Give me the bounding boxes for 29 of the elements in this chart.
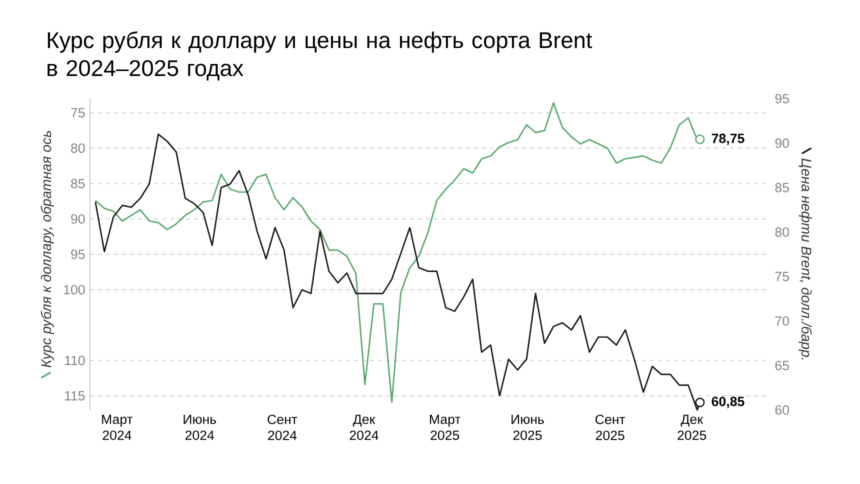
y2-tick-label: 80	[775, 227, 790, 237]
y2-tick-label: 95	[775, 94, 789, 104]
y-tick-label: 90	[71, 214, 85, 224]
chart-title: Курс рубля к доллару и цены на нефть сорта Brent в 2024–2025 годах	[48, 31, 592, 81]
x-tick-label: Сент 2025	[596, 414, 626, 440]
y-axis-title: Курс рубля к доллару, обратная ось	[40, 131, 54, 368]
x-tick-label: Дек 2025	[678, 414, 706, 440]
y-tick-label: 100	[64, 284, 85, 294]
y-tick-label: 85	[71, 178, 85, 188]
y-tick-label: 80	[71, 143, 85, 153]
x-tick-label: Март 2025	[430, 414, 461, 440]
y2-tick-label: 65	[775, 360, 789, 370]
y-tick-label: 115	[65, 391, 85, 400]
y-tick-label: 95	[71, 250, 85, 260]
y2-tick-label: 60	[775, 405, 790, 415]
y2-tick-label: 90	[775, 138, 790, 148]
x-tick-label: Дек 2024	[350, 414, 378, 440]
y2-tick-label: 70	[775, 316, 790, 326]
data-label: 78,75	[712, 134, 744, 146]
y-tick-label: 110	[65, 356, 85, 366]
y2-axis-title: Цена нефти Brent, долл./барр.	[798, 158, 812, 360]
y2-tick-label: 85	[775, 182, 789, 192]
data-label: 60,85	[712, 396, 744, 408]
x-tick-label: Июнь 2025	[512, 414, 544, 440]
y-tick-label: 75	[71, 108, 85, 118]
y2-tick-label: 75	[775, 272, 789, 282]
x-tick-label: Сент 2024	[268, 414, 298, 440]
x-tick-label: Июнь 2024	[184, 414, 216, 440]
x-tick-label: Март 2024	[102, 414, 133, 440]
